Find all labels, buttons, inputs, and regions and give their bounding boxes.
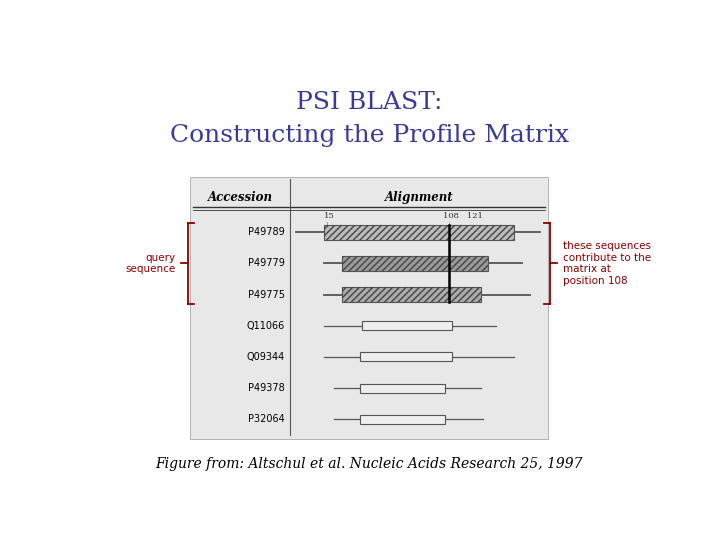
Text: P32064: P32064 <box>248 414 285 424</box>
Bar <box>342 256 488 271</box>
Bar <box>360 415 445 424</box>
Text: Constructing the Profile Matrix: Constructing the Profile Matrix <box>169 124 569 147</box>
Bar <box>324 225 514 240</box>
Text: 15: 15 <box>324 212 335 220</box>
Text: Alignment: Alignment <box>384 191 454 204</box>
Bar <box>342 256 488 271</box>
Bar <box>342 287 481 302</box>
Bar <box>360 383 445 393</box>
Text: Accession: Accession <box>208 191 273 204</box>
Text: these sequences
contribute to the
matrix at
position 108: these sequences contribute to the matrix… <box>562 241 651 286</box>
Text: Figure from: Altschul et al. Nucleic Acids Research 25, 1997: Figure from: Altschul et al. Nucleic Aci… <box>156 457 582 471</box>
FancyBboxPatch shape <box>190 177 547 439</box>
Text: 108   121: 108 121 <box>443 212 483 220</box>
Text: P49775: P49775 <box>248 289 285 300</box>
Text: P49789: P49789 <box>248 227 285 237</box>
Text: Q09344: Q09344 <box>247 352 285 362</box>
Bar <box>324 225 514 240</box>
Bar <box>342 287 481 302</box>
Text: PSI BLAST:: PSI BLAST: <box>296 91 442 114</box>
Text: Q11066: Q11066 <box>247 321 285 330</box>
Bar <box>362 321 452 330</box>
Text: query
sequence: query sequence <box>125 253 176 274</box>
Bar <box>360 352 452 361</box>
Text: P49779: P49779 <box>248 258 285 268</box>
Text: P49378: P49378 <box>248 383 285 393</box>
